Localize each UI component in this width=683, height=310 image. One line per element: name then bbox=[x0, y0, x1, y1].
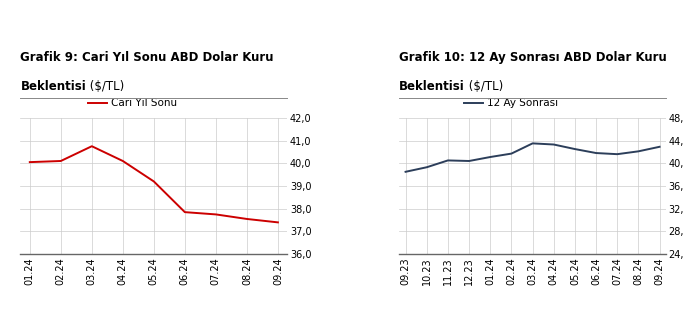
Text: Grafik 10: 12 Ay Sonrası ABD Dolar Kuru: Grafik 10: 12 Ay Sonrası ABD Dolar Kuru bbox=[400, 51, 667, 64]
Text: Grafik 9: Cari Yıl Sonu ABD Dolar Kuru: Grafik 9: Cari Yıl Sonu ABD Dolar Kuru bbox=[20, 51, 274, 64]
Text: Beklentisi: Beklentisi bbox=[400, 80, 465, 93]
Text: ($/TL): ($/TL) bbox=[86, 80, 124, 93]
Text: Beklentisi: Beklentisi bbox=[20, 80, 86, 93]
Legend: 12 Ay Sonrası: 12 Ay Sonrası bbox=[464, 99, 558, 108]
Text: ($/TL): ($/TL) bbox=[465, 80, 503, 93]
Legend: Cari Yıl Sonu: Cari Yıl Sonu bbox=[88, 99, 177, 108]
